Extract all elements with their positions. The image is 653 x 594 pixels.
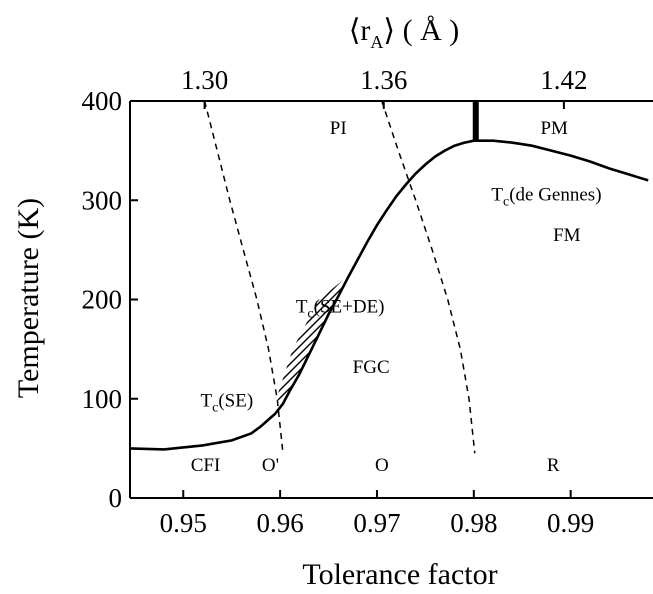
hatch-line: [276, 277, 299, 404]
hatch-line: [434, 220, 634, 420]
x-axis-top: 1.30 1.36 1.42: [181, 65, 588, 109]
top-axis-title-main: ⟨r: [349, 14, 371, 47]
hatch-line: [276, 277, 348, 404]
hatch-line: [276, 277, 348, 404]
hatch-line: [289, 277, 348, 404]
annotations: Tc(SE) Tc(SE+DE) Tc(de Gennes) PI PM FM FGC CFI…: [191, 118, 602, 476]
hatch-line: [321, 277, 348, 404]
series-layer: [130, 101, 649, 454]
x-tick-label: 0.96: [256, 508, 303, 538]
hatch-line: [450, 220, 650, 420]
hatch-line: [276, 277, 348, 404]
hatch-line: [394, 220, 594, 420]
top-tick-label: 1.42: [540, 65, 587, 95]
hatch-line: [276, 277, 348, 404]
x-tick-label: 0.95: [160, 508, 207, 538]
hatch-line: [276, 277, 348, 404]
x-tick-label: 0.97: [353, 508, 400, 538]
hatch-line: [362, 220, 562, 420]
hatch-line: [490, 220, 653, 420]
hatch-line: [337, 277, 348, 404]
y-tick-label: 0: [109, 483, 123, 513]
annotation-label: Tc(SE+DE): [296, 296, 385, 321]
annotation-label: CFI: [191, 455, 221, 476]
hatch-line: [426, 220, 626, 420]
hatch-line: [329, 277, 348, 404]
annotation-label: R: [547, 455, 560, 476]
x-tick-label: 0.98: [450, 508, 497, 538]
hatch-line: [474, 220, 653, 420]
top-axis-title-unit: ⟩ ( Å ): [383, 14, 459, 47]
annotation-label: PI: [330, 118, 347, 139]
hatch-line: [276, 277, 348, 404]
hatch-line: [345, 277, 348, 404]
annotation-label: PM: [540, 118, 568, 139]
hatch-line: [466, 220, 653, 420]
hatch-line: [506, 220, 653, 420]
annotation-label: O': [262, 455, 279, 476]
top-tick-label: 1.30: [181, 65, 228, 95]
x-axis-bottom: 0.95 0.96 0.97 0.98 0.99: [160, 490, 594, 538]
hatch-line: [378, 220, 578, 420]
hatch-line: [276, 277, 348, 404]
top-axis-title: ⟨rA⟩ ( Å ): [349, 14, 460, 52]
top-axis-title-sub: A: [370, 32, 383, 52]
annotation-label: O: [375, 455, 389, 476]
top-tick-label: 1.36: [360, 65, 407, 95]
hatch-line: [458, 220, 653, 420]
hatch-line: [482, 220, 653, 420]
y-axis: 0 100 200 300 400: [82, 86, 138, 513]
hatch-line: [514, 220, 653, 420]
hatch-line: [276, 277, 348, 404]
hatch-line: [26, 220, 226, 420]
hatch-line: [386, 220, 586, 420]
hatch-line: [370, 220, 570, 420]
hatch-line: [410, 220, 610, 420]
hatch-line: [276, 277, 348, 404]
x-tick-label: 0.99: [547, 508, 594, 538]
hatch-line: [522, 220, 653, 420]
annotation-label: FM: [553, 225, 581, 246]
hatch-line: [276, 277, 315, 404]
y-tick-label: 200: [82, 285, 123, 315]
annotation-label: Tc(de Gennes): [491, 184, 601, 209]
hatch-line: [305, 277, 348, 404]
y-tick-label: 300: [82, 185, 123, 215]
x-axis-title: Tolerance factor: [302, 558, 497, 591]
hatch-line: [418, 220, 618, 420]
hatch-line: [442, 220, 642, 420]
annotation-label: FGC: [353, 357, 390, 378]
dashed-boundary-1: [203, 101, 284, 454]
annotation-label: Tc(SE): [201, 391, 254, 416]
y-tick-label: 400: [82, 86, 123, 116]
hatch-line: [498, 220, 653, 420]
hatch-line: [313, 277, 348, 404]
hatch-line: [276, 277, 348, 404]
dashed-boundary-2: [381, 101, 476, 454]
y-axis-title: Temperature (K): [12, 198, 45, 398]
hatch-line: [276, 277, 348, 404]
hatch-line: [354, 220, 554, 420]
y-tick-label: 100: [82, 384, 123, 414]
tc-curve-0: [130, 139, 649, 451]
